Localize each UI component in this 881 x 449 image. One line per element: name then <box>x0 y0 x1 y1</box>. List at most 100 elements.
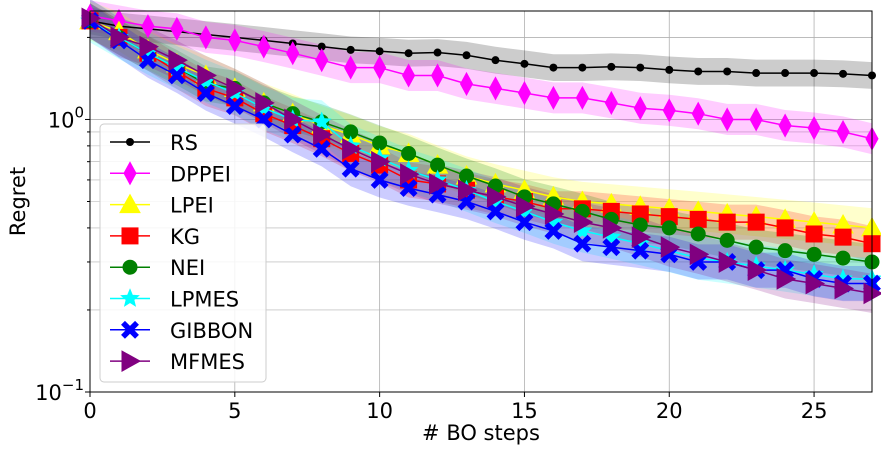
legend-marker <box>120 288 140 307</box>
point-rs <box>665 65 674 74</box>
legend: RS DPPEI LPEI KG NEI LPMES GIBBON MFMES <box>99 123 267 383</box>
point-mfmes <box>313 123 333 146</box>
y-tick-label: 100 <box>48 103 84 132</box>
point-mfmes <box>776 268 797 290</box>
legend-marker <box>122 259 138 275</box>
legend-entry-rs: RS <box>110 131 198 155</box>
legend-marker <box>123 161 137 186</box>
point-nei <box>777 243 793 259</box>
band-kg <box>90 3 872 262</box>
legend-marker <box>121 350 142 372</box>
point-rs <box>404 49 413 58</box>
point-mfmes <box>284 108 304 131</box>
point-dppei <box>807 116 821 141</box>
point-mfmes <box>660 236 681 258</box>
legend-label: KG <box>170 225 200 249</box>
x-tick-label: 15 <box>511 399 538 423</box>
x-axis-label: # BO steps <box>422 421 540 445</box>
legend-label: GIBBON <box>170 319 253 343</box>
point-mfmes <box>631 226 652 248</box>
point-kg <box>805 225 823 243</box>
legend-label: LPEI <box>170 194 214 218</box>
band-dppei <box>90 0 872 155</box>
legend-entry-nei: NEI <box>110 256 205 280</box>
point-rs <box>433 48 442 57</box>
point-dppei <box>459 71 474 96</box>
line-nei <box>89 20 873 263</box>
point-rs <box>839 69 848 78</box>
x-tick-label: 25 <box>801 399 828 423</box>
point-nei <box>806 246 822 262</box>
point-dppei <box>286 41 300 66</box>
point-gibbon <box>138 51 157 70</box>
legend-marker <box>126 138 134 146</box>
point-mfmes <box>486 186 507 208</box>
point-dppei <box>402 63 416 88</box>
point-rs <box>694 67 703 76</box>
point-gibbon <box>544 221 563 240</box>
x-tick-label: 5 <box>228 399 241 423</box>
point-kg <box>834 228 852 246</box>
legend-entry-mfmes: MFMES <box>110 350 245 374</box>
point-rs <box>520 59 529 68</box>
point-rs <box>636 63 645 72</box>
point-mfmes <box>371 150 391 173</box>
point-nei <box>401 146 417 162</box>
point-mfmes <box>747 259 768 281</box>
point-mfmes <box>342 138 362 160</box>
legend-label: DPPEI <box>170 162 231 186</box>
point-dppei <box>517 80 532 106</box>
legend-entry-lpmes: LPMES <box>110 288 239 312</box>
point-mfmes <box>544 203 565 225</box>
point-mfmes <box>139 35 159 58</box>
legend-label: RS <box>170 131 198 155</box>
point-mfmes <box>805 272 826 295</box>
point-dppei <box>488 76 503 101</box>
point-gibbon <box>196 84 215 102</box>
point-mfmes <box>689 243 710 266</box>
point-dppei <box>430 63 445 88</box>
point-dppei <box>228 28 242 53</box>
point-dppei <box>373 55 387 80</box>
point-mfmes <box>81 7 102 30</box>
legend-entry-dppei: DPPEI <box>110 161 231 186</box>
x-tick-label: 10 <box>366 399 393 423</box>
point-gibbon <box>370 170 389 189</box>
point-kg <box>747 213 765 231</box>
point-dppei <box>720 107 734 132</box>
point-dppei <box>546 85 560 110</box>
legend-entry-lpei: LPEI <box>110 193 214 218</box>
point-mfmes <box>255 92 275 114</box>
point-nei <box>748 239 764 255</box>
point-gibbon <box>486 202 505 221</box>
point-gibbon <box>312 139 331 158</box>
point-rs <box>607 62 616 71</box>
legend-marker <box>121 320 139 339</box>
y-axis-label: Regret <box>6 167 30 236</box>
point-nei <box>372 135 388 151</box>
point-dppei <box>778 113 792 138</box>
point-gibbon <box>573 234 592 253</box>
point-rs <box>549 63 558 72</box>
point-rs <box>781 69 790 78</box>
point-rs <box>810 69 819 78</box>
point-dppei <box>662 98 676 123</box>
legend-label: NEI <box>170 256 205 280</box>
point-gibbon <box>515 213 534 232</box>
point-dppei <box>199 25 213 50</box>
point-nei <box>661 220 677 236</box>
point-rs <box>462 51 471 60</box>
point-gibbon <box>225 97 244 115</box>
point-mfmes <box>400 163 420 185</box>
point-mfmes <box>834 277 855 300</box>
point-kg <box>718 213 736 231</box>
legend-label: MFMES <box>170 350 245 374</box>
point-mfmes <box>573 211 594 233</box>
point-gibbon <box>399 179 418 198</box>
y-tick-label: 10−1 <box>35 376 84 405</box>
point-mfmes <box>458 179 478 202</box>
point-mfmes <box>226 77 246 100</box>
point-gibbon <box>602 238 621 257</box>
point-dppei <box>836 119 850 144</box>
